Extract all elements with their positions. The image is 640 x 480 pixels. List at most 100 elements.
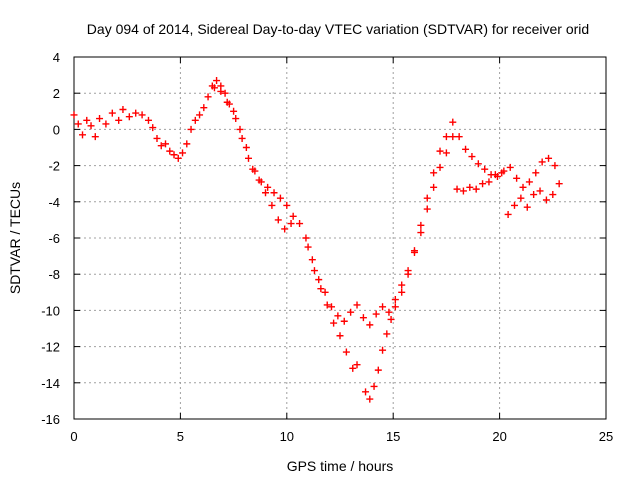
plus-marker — [334, 312, 342, 320]
plus-marker — [453, 185, 461, 193]
plus-marker — [385, 308, 393, 316]
plus-marker — [379, 303, 387, 311]
plus-marker — [91, 133, 99, 141]
plus-marker — [530, 191, 538, 199]
y-tick-label: -16 — [41, 412, 60, 427]
plus-marker — [287, 220, 295, 228]
x-axis-title: GPS time / hours — [287, 458, 394, 474]
plus-marker — [330, 319, 338, 327]
plus-marker — [545, 154, 553, 162]
x-tick-label: 10 — [280, 429, 294, 444]
plus-marker — [270, 189, 278, 197]
x-tick-label: 15 — [386, 429, 400, 444]
plus-marker — [342, 348, 350, 356]
y-tick-label: -2 — [48, 159, 60, 174]
plus-marker — [70, 111, 78, 119]
plus-marker — [153, 134, 161, 142]
plus-marker — [538, 158, 546, 166]
plus-marker — [79, 131, 87, 139]
plus-marker — [108, 109, 116, 117]
plus-marker — [379, 346, 387, 354]
plus-marker — [549, 191, 557, 199]
plus-marker — [317, 285, 325, 293]
y-tick-label: 4 — [53, 50, 60, 65]
plus-marker — [340, 317, 348, 325]
plus-marker — [468, 153, 476, 161]
plus-marker — [423, 194, 431, 202]
plus-marker — [513, 174, 521, 182]
plus-marker — [391, 296, 399, 304]
plus-marker — [353, 301, 361, 309]
plus-marker — [362, 388, 370, 396]
plus-marker — [525, 178, 533, 186]
plus-marker — [398, 281, 406, 289]
plus-marker — [276, 194, 284, 202]
plus-marker — [223, 98, 231, 106]
plus-marker — [174, 154, 182, 162]
plus-marker — [536, 187, 544, 195]
plus-marker — [417, 229, 425, 237]
x-tick-label: 0 — [70, 429, 77, 444]
scatter-series — [210, 84, 563, 403]
plus-marker — [436, 163, 444, 171]
plus-marker — [304, 243, 312, 251]
plus-marker — [264, 183, 272, 191]
plus-marker — [349, 364, 357, 372]
plus-marker — [230, 107, 238, 115]
plus-marker — [370, 382, 378, 390]
plus-marker — [138, 111, 146, 119]
plus-marker — [249, 165, 257, 173]
plus-marker — [125, 113, 133, 121]
plus-marker — [183, 140, 191, 148]
plus-marker — [238, 134, 246, 142]
plus-marker — [430, 169, 438, 177]
plus-marker — [213, 77, 221, 85]
plus-marker — [132, 109, 140, 117]
plus-marker — [323, 301, 331, 309]
plus-marker — [115, 116, 123, 124]
axis-ticks: 0 5 10 15 20 25 -16 -14 -12 -10 -8 -6 -4 -2 0 2 4 — [41, 50, 613, 444]
y-axis-title: SDTVAR / TECUs — [7, 182, 23, 294]
plus-marker — [519, 183, 527, 191]
y-tick-label: -8 — [48, 267, 60, 282]
plus-marker — [283, 201, 291, 209]
plus-marker — [479, 180, 487, 188]
plus-marker — [217, 87, 225, 95]
plus-marker — [510, 201, 518, 209]
plus-marker — [244, 154, 252, 162]
grid-lines — [74, 57, 606, 419]
plus-marker — [523, 203, 531, 211]
plus-marker — [485, 178, 493, 186]
plus-marker — [308, 256, 316, 264]
plus-marker — [96, 115, 104, 123]
plus-marker — [74, 120, 82, 128]
plus-marker — [383, 330, 391, 338]
data-points — [70, 77, 563, 403]
plus-marker — [517, 194, 525, 202]
y-tick-label: 0 — [53, 122, 60, 137]
chart-title: Day 094 of 2014, Sidereal Day-to-day VTE… — [87, 21, 589, 37]
plus-marker — [466, 183, 474, 191]
plus-marker — [542, 196, 550, 204]
plus-marker — [162, 140, 170, 148]
plus-marker — [157, 142, 165, 150]
plus-marker — [423, 205, 431, 213]
plus-marker — [204, 93, 212, 101]
plus-marker — [347, 308, 355, 316]
plus-marker — [83, 116, 91, 124]
y-tick-label: -4 — [48, 195, 60, 210]
plus-marker — [236, 125, 244, 133]
plus-marker — [191, 116, 199, 124]
plus-marker — [366, 395, 374, 403]
plus-marker — [442, 133, 450, 141]
plus-marker — [449, 118, 457, 126]
plus-marker — [268, 201, 276, 209]
plus-marker — [170, 151, 178, 159]
plus-marker — [555, 180, 563, 188]
plus-marker — [532, 169, 540, 177]
plus-marker — [179, 149, 187, 157]
plus-marker — [391, 303, 399, 311]
plus-marker — [274, 216, 282, 224]
plus-marker — [462, 145, 470, 153]
